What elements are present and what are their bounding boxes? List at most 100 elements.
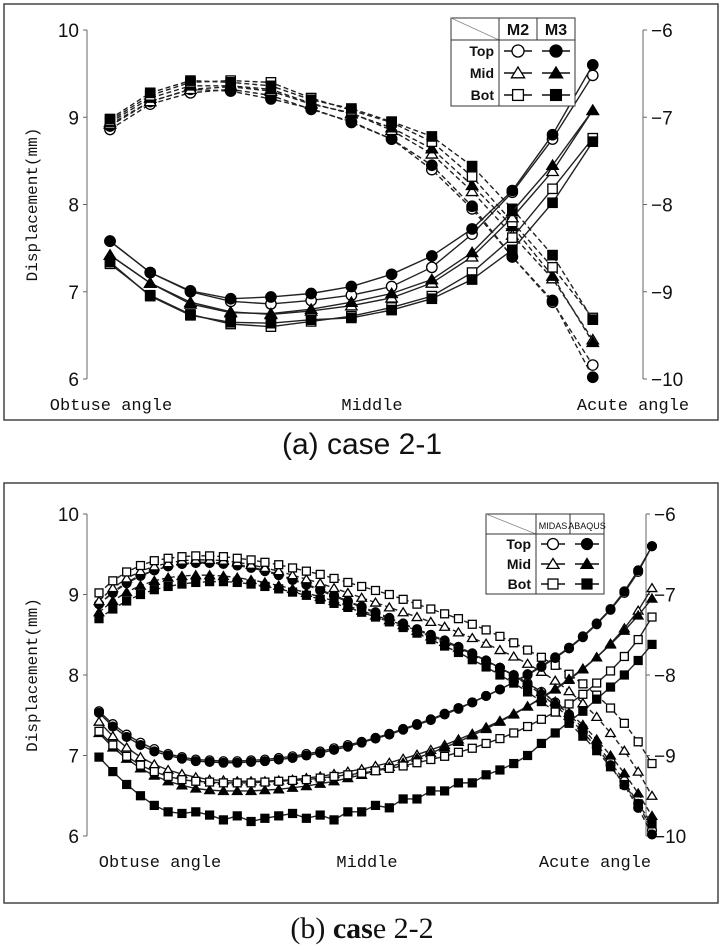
data-point [135,791,146,801]
data-point [605,682,616,692]
data-point [578,689,588,699]
data-point [122,596,132,606]
y-tick-label-right: −6 [654,505,676,526]
data-point [274,811,284,821]
data-point [412,628,422,638]
data-point [647,819,657,829]
legend-row-label: Mid [470,65,494,81]
data-point [425,159,438,172]
legend-column-header: M3 [545,22,567,39]
data-point [576,719,589,730]
data-point [647,758,657,769]
caption-bold-part: cas [332,912,373,945]
legend-marker [547,578,559,590]
data-point [184,285,197,297]
lower-series-bot-m3 [104,136,599,329]
legend-diagonal [450,17,500,41]
data-point [259,756,270,767]
data-point [545,269,560,281]
y-axis-title: Displacement(mm) [24,598,42,752]
data-point [619,779,629,790]
data-point [506,244,518,256]
data-point [143,276,158,288]
data-point [370,585,381,596]
data-point [343,770,353,780]
lower-series-top-m3 [104,59,599,305]
data-point [343,577,353,588]
legend-column-header: ABAQUS [568,521,606,531]
data-point [144,266,157,279]
data-point [301,775,311,785]
data-point [246,579,256,589]
data-point [505,205,520,217]
data-point [587,314,599,325]
data-point [465,178,479,191]
data-point [386,304,397,316]
x-category-label: Obtuse angle [99,854,221,873]
legend-marker [511,44,525,58]
legend-marker [511,88,525,102]
data-point [646,592,658,603]
data-point [108,604,118,614]
y-tick-label-left: 6 [68,370,79,391]
data-point [265,291,277,303]
data-point [591,618,602,629]
data-point [355,592,368,602]
data-point [162,571,175,582]
data-point [120,572,133,583]
data-point [509,638,519,648]
legend: MIDAS ABAQUS Top Mid Bot [485,513,606,595]
data-point [563,685,576,696]
data-point [94,752,104,762]
data-point [328,744,340,755]
legend-marker [510,65,526,79]
data-point [191,577,201,588]
data-point [494,684,505,695]
data-point [122,779,132,790]
y-tick-label-left: 6 [68,827,79,848]
legend-marker [548,65,564,79]
data-point [274,776,284,786]
data-point [424,273,439,285]
data-point [314,577,327,588]
data-point [453,703,464,714]
data-point [329,771,339,782]
data-point [225,316,237,328]
data-point [163,581,173,592]
data-point [547,261,558,273]
data-point [466,729,479,740]
data-point [467,655,477,665]
data-point [547,183,558,195]
data-point [467,743,477,753]
data-point [424,616,437,627]
data-point [122,567,132,577]
data-point [232,778,242,788]
data-point [564,717,574,727]
data-point [384,287,399,299]
y-tick-label-right: −7 [654,586,676,607]
lower-series-mid-abaqus [93,592,658,796]
data-point [495,733,505,744]
data-point [357,581,367,592]
data-point [453,647,464,658]
data-point [148,575,161,585]
data-point [218,778,229,788]
data-point [384,763,394,773]
data-point [536,652,547,662]
data-point [385,268,398,281]
data-point [563,673,576,684]
data-point [495,670,505,680]
data-point [357,768,367,778]
lower-series-top-abaqus [93,541,658,768]
data-point [108,740,118,750]
data-point [300,573,313,584]
data-point [149,800,159,811]
data-point [93,716,105,726]
data-point [467,619,477,629]
caption-case-2-1: (a) case 2-1 [281,428,443,461]
data-point [398,594,408,604]
data-point [104,256,116,268]
data-point [204,577,215,587]
data-point [93,707,105,718]
data-point [329,815,339,825]
